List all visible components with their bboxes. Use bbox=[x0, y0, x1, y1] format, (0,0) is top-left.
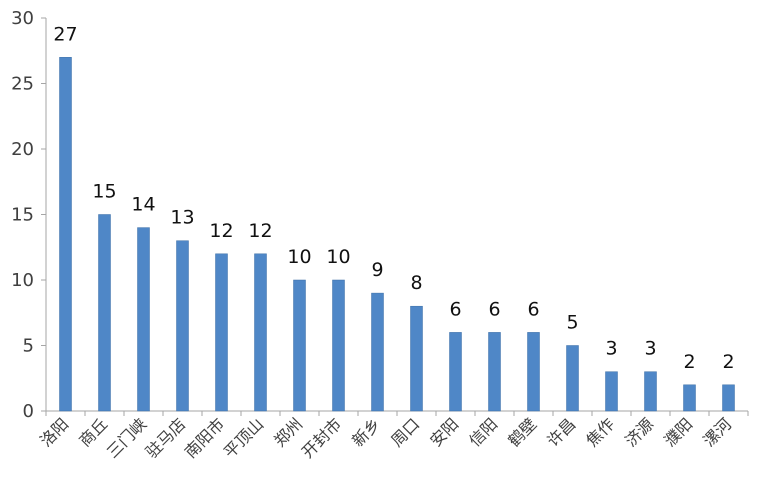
category-label: 新乡 bbox=[348, 414, 384, 450]
category-label: 开封市 bbox=[298, 414, 345, 461]
category-label: 鹤壁 bbox=[504, 414, 540, 450]
bar bbox=[176, 240, 189, 412]
bar bbox=[644, 371, 657, 412]
bar bbox=[98, 214, 111, 412]
y-tick-label: 0 bbox=[23, 401, 34, 422]
bar bbox=[566, 345, 579, 412]
data-label: 13 bbox=[170, 207, 194, 229]
bar bbox=[332, 279, 345, 412]
bar bbox=[722, 384, 735, 412]
category-label: 安阳 bbox=[426, 414, 462, 450]
bar bbox=[371, 292, 384, 412]
bar bbox=[59, 57, 72, 412]
data-label: 3 bbox=[605, 338, 617, 360]
bar bbox=[605, 371, 618, 412]
bar bbox=[683, 384, 696, 412]
bars bbox=[59, 57, 735, 412]
y-tick-label: 20 bbox=[11, 139, 34, 160]
data-label: 6 bbox=[527, 298, 539, 320]
category-label: 济源 bbox=[621, 414, 657, 450]
category-label: 平顶山 bbox=[220, 414, 267, 461]
category-label: 驻马店 bbox=[142, 414, 189, 461]
data-label: 3 bbox=[644, 338, 656, 360]
bar bbox=[527, 332, 540, 412]
category-label: 信阳 bbox=[465, 414, 501, 450]
bar bbox=[293, 279, 306, 412]
data-label: 12 bbox=[248, 220, 272, 242]
bar bbox=[449, 332, 462, 412]
y-tick-label: 25 bbox=[11, 74, 34, 95]
data-label: 14 bbox=[131, 194, 155, 216]
bar bbox=[137, 227, 150, 412]
data-label: 2 bbox=[722, 351, 734, 373]
data-label: 15 bbox=[92, 181, 116, 203]
y-tick-label: 10 bbox=[11, 270, 34, 291]
bar bbox=[254, 253, 267, 412]
y-tick-label: 15 bbox=[11, 205, 34, 226]
data-label: 27 bbox=[53, 23, 77, 45]
data-label: 12 bbox=[209, 220, 233, 242]
category-label: 漯河 bbox=[699, 414, 735, 450]
category-label: 南阳市 bbox=[181, 414, 228, 461]
data-label: 10 bbox=[287, 246, 311, 268]
bar bbox=[410, 305, 423, 412]
category-label: 焦作 bbox=[582, 414, 618, 450]
data-label: 6 bbox=[449, 298, 461, 320]
data-label: 9 bbox=[371, 259, 383, 281]
category-label: 濮阳 bbox=[660, 414, 696, 450]
category-label: 洛阳 bbox=[36, 414, 72, 450]
category-label: 周口 bbox=[387, 414, 423, 450]
category-label: 三门峡 bbox=[103, 414, 150, 461]
data-label: 2 bbox=[683, 351, 695, 373]
bar bbox=[215, 253, 228, 412]
category-label: 许昌 bbox=[543, 414, 579, 450]
data-label: 5 bbox=[566, 312, 578, 334]
data-label: 8 bbox=[410, 272, 422, 294]
y-tick-label: 30 bbox=[11, 8, 34, 29]
data-label: 6 bbox=[488, 298, 500, 320]
y-tick-label: 5 bbox=[23, 336, 34, 357]
bar bbox=[488, 332, 501, 412]
data-label: 10 bbox=[326, 246, 350, 268]
